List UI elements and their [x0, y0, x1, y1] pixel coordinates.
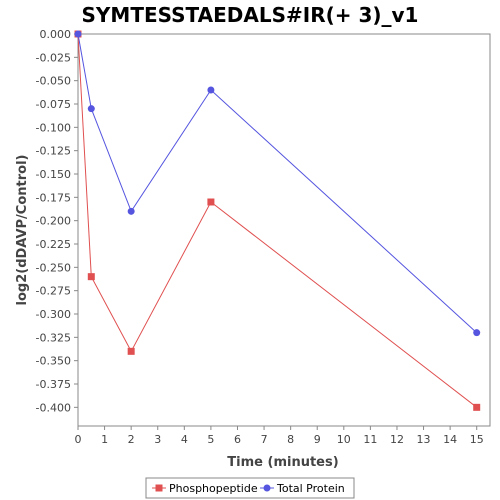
x-tick-label: 9 — [314, 433, 321, 446]
data-point — [88, 105, 95, 112]
x-tick-label: 3 — [154, 433, 161, 446]
data-point — [75, 31, 82, 38]
x-tick-label: 10 — [337, 433, 351, 446]
x-tick-label: 11 — [363, 433, 377, 446]
legend: Phosphopeptide Total Protein — [146, 478, 354, 498]
y-tick-label: -0.300 — [36, 308, 71, 321]
x-axis-label: Time (minutes) — [227, 455, 338, 470]
plot-area — [78, 34, 490, 426]
x-axis: 0 1 2 3 4 5 6 7 8 9 10 11 12 13 14 15 — [75, 426, 484, 446]
y-tick-label: -0.250 — [36, 261, 71, 274]
y-tick-label: -0.100 — [36, 121, 71, 134]
y-tick-label: -0.275 — [36, 285, 71, 298]
legend-marker — [156, 485, 163, 492]
y-tick-label: -0.200 — [36, 215, 71, 228]
data-point — [207, 199, 214, 206]
legend-marker — [264, 485, 271, 492]
y-tick-label: -0.350 — [36, 355, 71, 368]
y-tick-label: -0.400 — [36, 401, 71, 414]
x-tick-label: 0 — [75, 433, 82, 446]
data-point — [88, 273, 95, 280]
x-tick-label: 1 — [101, 433, 108, 446]
x-tick-label: 14 — [443, 433, 457, 446]
x-tick-label: 8 — [287, 433, 294, 446]
y-tick-label: -0.375 — [36, 378, 71, 391]
legend-label: Total Protein — [276, 482, 345, 495]
data-point — [473, 329, 480, 336]
x-tick-label: 4 — [181, 433, 188, 446]
y-tick-label: -0.225 — [36, 238, 71, 251]
y-tick-label: -0.150 — [36, 168, 71, 181]
y-axis: 0.000 -0.025 -0.050 -0.075 -0.100 -0.125 -0.15… — [36, 28, 78, 414]
data-point — [128, 208, 135, 215]
x-tick-label: 15 — [470, 433, 484, 446]
x-tick-label: 5 — [207, 433, 214, 446]
y-tick-label: 0.000 — [40, 28, 72, 41]
data-point — [207, 87, 214, 94]
y-tick-label: -0.050 — [36, 75, 71, 88]
y-tick-label: -0.125 — [36, 145, 71, 158]
x-tick-label: 7 — [261, 433, 268, 446]
y-tick-label: -0.175 — [36, 191, 71, 204]
data-point — [128, 348, 135, 355]
y-tick-label: -0.075 — [36, 98, 71, 111]
y-tick-label: -0.325 — [36, 331, 71, 344]
x-tick-label: 6 — [234, 433, 241, 446]
legend-label: Phosphopeptide — [169, 482, 258, 495]
chart-title: SYMTESSTAEDALS#IR(+ 3)_v1 — [82, 3, 419, 27]
x-tick-label: 2 — [128, 433, 135, 446]
x-tick-label: 12 — [390, 433, 404, 446]
y-axis-label: log2(dDAVP/Control) — [15, 155, 30, 306]
y-tick-label: -0.025 — [36, 51, 71, 64]
x-tick-label: 13 — [417, 433, 431, 446]
data-point — [473, 404, 480, 411]
